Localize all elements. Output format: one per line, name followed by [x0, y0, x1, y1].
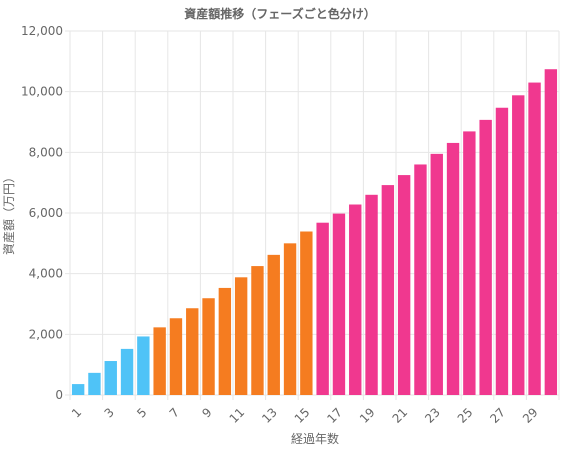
bar-year-10[interactable]	[218, 287, 232, 395]
y-tick-label: 8,000	[29, 145, 63, 159]
x-axis-ticks: 1 3 5 7 9 11 13 15 17 19 21 23 25 27 29	[69, 405, 541, 426]
x-tick-label: 17	[324, 405, 345, 426]
bar-year-17[interactable]	[332, 213, 346, 395]
bar-year-27[interactable]	[495, 107, 509, 395]
bar-year-20[interactable]	[381, 185, 395, 395]
bar-year-15[interactable]	[300, 231, 313, 395]
bar-year-5[interactable]	[137, 336, 150, 395]
x-tick-label: 21	[390, 405, 411, 426]
y-tick-label: 4,000	[29, 267, 63, 281]
bar-year-21[interactable]	[397, 175, 411, 395]
grid-lines	[65, 30, 560, 400]
bar-year-28[interactable]	[512, 95, 525, 395]
y-tick-label: 10,000	[21, 85, 63, 99]
bar-year-9[interactable]	[202, 298, 215, 395]
bar-year-4[interactable]	[120, 348, 134, 395]
bar-year-6[interactable]	[153, 327, 166, 395]
y-axis-ticks: 0 2,000 4,000 6,000 8,000 10,000 12,000	[21, 24, 63, 402]
bar-year-7[interactable]	[169, 318, 183, 395]
x-tick-label: 9	[199, 405, 214, 420]
x-tick-label: 5	[134, 405, 149, 420]
bar-year-8[interactable]	[186, 308, 199, 395]
x-tick-label: 25	[455, 405, 476, 426]
bar-year-3[interactable]	[104, 361, 117, 395]
bar-year-22[interactable]	[414, 164, 427, 395]
x-tick-label: 13	[259, 405, 280, 426]
bar-year-1[interactable]	[71, 384, 85, 395]
x-tick-label: 29	[520, 405, 541, 426]
bars	[71, 69, 558, 396]
bar-year-18[interactable]	[349, 204, 362, 395]
bar-year-12[interactable]	[251, 266, 264, 395]
bar-year-26[interactable]	[479, 119, 492, 396]
bar-year-29[interactable]	[528, 82, 541, 396]
y-tick-label: 0	[55, 388, 63, 402]
bar-year-14[interactable]	[283, 243, 297, 395]
y-tick-label: 6,000	[29, 206, 63, 220]
x-tick-label: 23	[422, 405, 443, 426]
x-axis-label: 経過年数	[291, 431, 339, 446]
bar-year-24[interactable]	[446, 142, 460, 395]
y-axis-label: 資産額（万円）	[1, 171, 16, 255]
x-tick-label: 7	[167, 405, 182, 420]
bar-year-16[interactable]	[316, 222, 329, 395]
bar-year-25[interactable]	[463, 131, 476, 396]
bar-year-11[interactable]	[234, 277, 248, 395]
x-tick-label: 19	[357, 405, 378, 426]
chart-title: 資産額推移（フェーズごと色分け）	[184, 6, 375, 21]
x-tick-label: 15	[292, 405, 313, 426]
x-tick-label: 1	[69, 405, 84, 420]
bar-year-13[interactable]	[267, 254, 280, 395]
x-tick-label: 27	[487, 405, 508, 426]
x-tick-label: 3	[102, 405, 117, 420]
bar-year-19[interactable]	[365, 194, 378, 395]
y-tick-label: 2,000	[29, 327, 63, 341]
bar-year-2[interactable]	[88, 372, 101, 395]
bar-year-23[interactable]	[430, 153, 443, 395]
bar-year-30[interactable]	[544, 69, 558, 395]
x-tick-label: 11	[227, 405, 248, 426]
y-tick-label: 12,000	[21, 24, 63, 38]
